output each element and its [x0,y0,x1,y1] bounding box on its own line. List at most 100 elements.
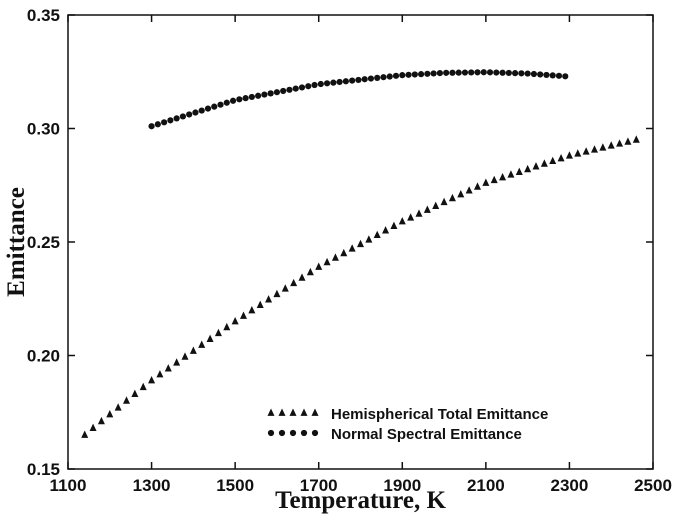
data-point-triangle [240,311,247,319]
data-point-circle [499,69,506,76]
legend-item-hemispherical: Hemispherical Total Emittance [267,406,548,423]
data-point-circle [211,103,218,110]
data-point-triangle [499,173,507,181]
data-point-triangle [382,226,390,234]
data-point-triangle [131,389,139,397]
data-point-triangle [181,352,189,360]
data-point-triangle [173,358,181,366]
data-point-circle [562,73,569,80]
data-point-circle [305,83,312,90]
data-point-circle [323,80,331,87]
data-point-triangle [624,137,632,145]
data-point-triangle [106,410,114,418]
data-point-triangle [524,164,532,173]
data-point-triangle [616,139,624,147]
data-point-triangle [365,235,373,243]
data-point-triangle [89,423,97,432]
data-point-triangle [373,230,381,239]
data-point-circle [367,75,375,82]
data-point-triangle [423,205,431,213]
data-point-triangle [206,334,214,343]
data-point-circle [349,77,356,84]
data-point-circle [255,92,262,99]
series-hemispherical-total [81,135,640,438]
data-point-triangle [256,300,264,308]
data-point-triangle [156,370,164,378]
data-point-circle [280,87,287,95]
data-point-circle [361,76,368,83]
data-point-circle [537,71,544,78]
data-point-circle [549,72,556,79]
legend-marker-circle [267,429,275,437]
data-point-triangle [557,153,565,162]
legend-marker-circle [278,429,286,437]
x-tick-label: 1900 [383,476,421,495]
data-point-triangle [474,182,481,190]
legend-label-hemispherical: Hemispherical Total Emittance [331,406,548,423]
data-point-circle [179,113,187,120]
data-point-circle [417,71,425,78]
x-tick-label: 1300 [133,476,171,495]
legend-marker-circle [300,429,308,437]
legend-marker-triangle [311,408,319,416]
data-point-circle [374,74,381,81]
data-point-triangle [432,201,440,209]
data-point-circle [543,71,550,79]
data-point-triangle [223,322,231,331]
data-point-circle [518,70,525,77]
data-point-triangle [457,190,465,198]
data-point-triangle [214,328,222,337]
data-point-circle [411,71,418,78]
data-point-triangle [515,167,523,175]
data-point-triangle [540,159,548,167]
data-point-triangle [164,364,172,372]
data-point-circle [273,89,281,96]
data-point-circle [355,76,362,84]
data-point-circle [261,91,268,98]
data-point-circle [430,70,437,77]
data-point-circle [330,79,337,86]
data-point-circle [267,90,274,97]
data-point-triangle [490,175,498,184]
data-point-triangle [231,316,239,325]
data-point-circle [317,80,324,88]
data-point-triangle [123,396,130,404]
data-point-circle [336,78,343,86]
data-point-circle [530,70,538,78]
data-point-circle [392,72,400,79]
data-point-triangle [448,193,456,202]
data-point-circle [468,69,475,76]
data-point-circle [386,73,393,80]
data-point-triangle [348,244,356,252]
data-point-triangle [148,375,156,384]
legend: Hemispherical Total Emittance Normal Spe… [267,406,548,443]
data-point-triangle [357,239,364,248]
data-point-triangle [390,221,398,229]
data-point-triangle [248,306,256,314]
data-point-triangle [273,289,281,298]
legend-item-normal-spectral: Normal Spectral Emittance [267,426,522,443]
axis-ticks [67,14,654,470]
data-point-circle [311,81,318,89]
legend-marker-circle [311,429,319,437]
data-point-circle [248,93,255,101]
data-point-circle [198,107,205,114]
data-point-triangle [532,162,540,170]
data-point-circle [192,109,199,116]
data-point-circle [186,111,193,118]
x-tick-label: 2500 [634,476,672,495]
data-point-triangle [265,295,273,303]
data-point-triangle [565,151,573,159]
data-point-circle [242,95,249,102]
legend-marker-triangle [289,408,297,416]
data-point-circle [223,99,230,106]
data-point-triangle [290,278,298,287]
data-point-circle [474,69,481,76]
data-point-triangle [407,213,415,221]
data-point-circle [173,115,180,122]
data-point-triangle [331,253,339,261]
data-point-triangle [632,135,640,143]
data-point-triangle [81,430,89,438]
data-point-circle [236,96,243,103]
data-point-triangle [549,156,557,165]
